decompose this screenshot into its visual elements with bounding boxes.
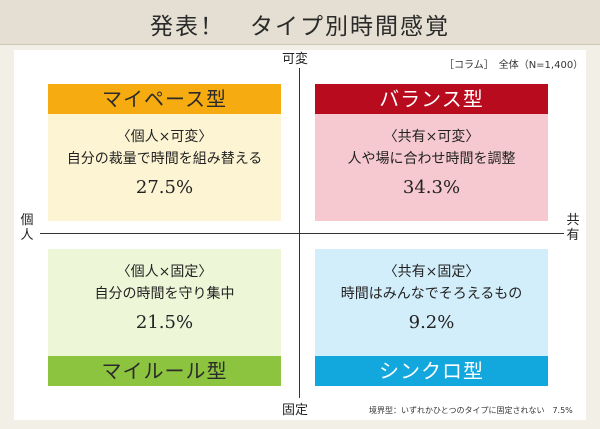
quadrant-percentage: 21.5% (135, 312, 194, 333)
quadrant-title: バランス型 (315, 84, 548, 114)
quadrant-category: 〈共有×可変〉 (383, 129, 480, 145)
quadrant-percentage: 27.5% (135, 177, 194, 198)
quadrant-percentage: 9.2% (408, 312, 455, 333)
quadrant-category: 〈共有×固定〉 (383, 264, 480, 280)
quadrant-percentage: 34.3% (402, 177, 461, 198)
quadrant-title: マイルール型 (48, 356, 281, 386)
quadrant-title: マイペース型 (48, 84, 281, 114)
quadrant-panel: ［コラム］ 全体（N=1,400） 可変 固定 個人 共有 マイペース型 〈個人… (14, 50, 586, 420)
quadrant-description: 自分の時間を守り集中 (94, 286, 235, 302)
title-bar: 発表！ タイプ別時間感覚 (0, 0, 600, 45)
axis-label-bottom: 固定 (282, 403, 309, 418)
quadrant-body: 〈個人×固定〉 自分の時間を守り集中 21.5% (48, 249, 281, 356)
quadrant-mypace: マイペース型 〈個人×可変〉 自分の裁量で時間を組み替える 27.5% (48, 84, 281, 221)
page-title: 発表！ タイプ別時間感覚 (150, 14, 450, 40)
footnote: 境界型：いずれかひとつのタイプに固定されない 7.5% (369, 406, 573, 415)
vertical-axis (299, 68, 300, 398)
quadrant-title: シンクロ型 (315, 356, 548, 386)
axis-label-right: 共有 (566, 213, 580, 243)
quadrant-description: 時間はみんなでそろえるもの (340, 286, 523, 302)
quadrant-body: 〈個人×可変〉 自分の裁量で時間を組み替える 27.5% (48, 114, 281, 221)
quadrant-description: 人や場に合わせ時間を調整 (347, 151, 516, 167)
source-note: ［コラム］ 全体（N=1,400） (444, 60, 584, 71)
quadrant-myrule: 〈個人×固定〉 自分の時間を守り集中 21.5% マイルール型 (48, 249, 281, 386)
horizontal-axis (40, 233, 564, 234)
quadrant-description: 自分の裁量で時間を組み替える (66, 151, 263, 167)
quadrant-balance: バランス型 〈共有×可変〉 人や場に合わせ時間を調整 34.3% (315, 84, 548, 221)
quadrant-category: 〈個人×固定〉 (116, 264, 213, 280)
axis-label-left: 個人 (20, 213, 34, 243)
quadrant-body: 〈共有×固定〉 時間はみんなでそろえるもの 9.2% (315, 249, 548, 356)
quadrant-synchro: 〈共有×固定〉 時間はみんなでそろえるもの 9.2% シンクロ型 (315, 249, 548, 386)
axis-label-top: 可変 (282, 52, 309, 67)
quadrant-category: 〈個人×可変〉 (116, 129, 213, 145)
quadrant-body: 〈共有×可変〉 人や場に合わせ時間を調整 34.3% (315, 114, 548, 221)
